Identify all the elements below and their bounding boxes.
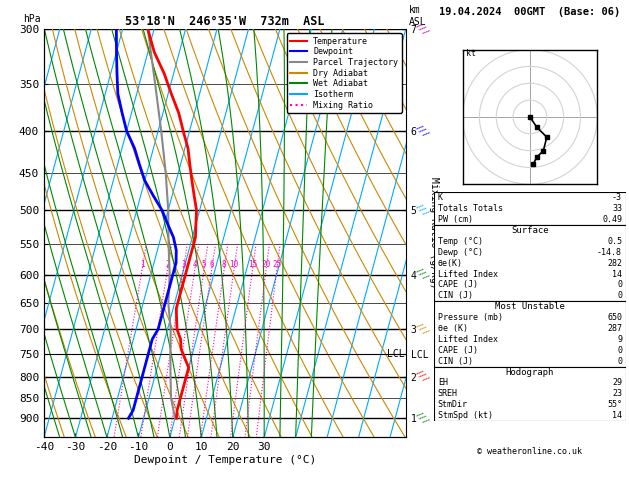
Text: 25: 25	[272, 260, 282, 269]
Text: θe (K): θe (K)	[438, 324, 468, 333]
Text: 6: 6	[209, 260, 214, 269]
Text: Lifted Index: Lifted Index	[438, 270, 498, 278]
Bar	[434, 366, 626, 421]
Bar	[434, 301, 626, 366]
Text: -3: -3	[612, 193, 622, 202]
Text: Dewp (°C): Dewp (°C)	[438, 248, 483, 257]
Text: PW (cm): PW (cm)	[438, 215, 473, 224]
Text: 0: 0	[617, 292, 622, 300]
Text: 8: 8	[222, 260, 226, 269]
Text: CIN (J): CIN (J)	[438, 357, 473, 365]
Text: km
ASL: km ASL	[409, 5, 426, 27]
Text: ///: ///	[413, 321, 430, 338]
Text: 0: 0	[617, 280, 622, 290]
Text: Hodograph: Hodograph	[506, 367, 554, 377]
Text: 0.49: 0.49	[602, 215, 622, 224]
Text: Totals Totals: Totals Totals	[438, 204, 503, 213]
Text: 287: 287	[607, 324, 622, 333]
Text: StmSpd (kt): StmSpd (kt)	[438, 411, 493, 420]
Text: 9: 9	[617, 335, 622, 344]
Text: hPa: hPa	[23, 14, 41, 24]
Text: kt: kt	[466, 49, 476, 58]
Text: 0.5: 0.5	[607, 237, 622, 246]
Y-axis label: Mixing Ratio (g/kg): Mixing Ratio (g/kg)	[430, 177, 439, 289]
Text: Most Unstable: Most Unstable	[495, 302, 565, 311]
Text: 0: 0	[617, 357, 622, 365]
Text: ///: ///	[413, 410, 430, 427]
Text: θe(K): θe(K)	[438, 259, 463, 268]
Text: Surface: Surface	[511, 226, 548, 235]
Text: 14: 14	[612, 411, 622, 420]
Text: K: K	[438, 193, 443, 202]
Text: 0: 0	[617, 346, 622, 355]
Text: CIN (J): CIN (J)	[438, 292, 473, 300]
Text: 20: 20	[262, 260, 271, 269]
Text: StmDir: StmDir	[438, 400, 468, 409]
Text: 282: 282	[607, 259, 622, 268]
X-axis label: Dewpoint / Temperature (°C): Dewpoint / Temperature (°C)	[134, 455, 316, 465]
Text: 29: 29	[612, 379, 622, 387]
Text: 5: 5	[202, 260, 206, 269]
Text: ///: ///	[413, 202, 430, 219]
Text: EH: EH	[438, 379, 448, 387]
Text: ///: ///	[413, 21, 430, 37]
Text: LCL: LCL	[386, 348, 404, 359]
Text: 15: 15	[248, 260, 257, 269]
Text: Pressure (mb): Pressure (mb)	[438, 313, 503, 322]
Text: 55°: 55°	[607, 400, 622, 409]
Bar	[434, 192, 626, 225]
Text: 2: 2	[165, 260, 170, 269]
Text: CAPE (J): CAPE (J)	[438, 346, 478, 355]
Bar	[434, 225, 626, 301]
Text: 33: 33	[612, 204, 622, 213]
Title: 53°18'N  246°35'W  732m  ASL: 53°18'N 246°35'W 732m ASL	[125, 15, 325, 28]
Text: SREH: SREH	[438, 389, 458, 399]
Text: © weatheronline.co.uk: © weatheronline.co.uk	[477, 447, 582, 456]
Text: 19.04.2024  00GMT  (Base: 06): 19.04.2024 00GMT (Base: 06)	[439, 7, 621, 17]
Text: 650: 650	[607, 313, 622, 322]
Text: ///: ///	[413, 266, 430, 283]
Text: 14: 14	[612, 270, 622, 278]
Text: 10: 10	[230, 260, 239, 269]
Text: 23: 23	[612, 389, 622, 399]
Text: -14.8: -14.8	[597, 248, 622, 257]
Text: Temp (°C): Temp (°C)	[438, 237, 483, 246]
Text: 3: 3	[181, 260, 186, 269]
Text: 1: 1	[140, 260, 145, 269]
Text: CAPE (J): CAPE (J)	[438, 280, 478, 290]
Text: ///: ///	[413, 122, 430, 139]
Text: ///: ///	[413, 368, 430, 385]
Text: 4: 4	[192, 260, 198, 269]
Legend: Temperature, Dewpoint, Parcel Trajectory, Dry Adiabat, Wet Adiabat, Isotherm, Mi: Temperature, Dewpoint, Parcel Trajectory…	[287, 34, 401, 113]
Text: Lifted Index: Lifted Index	[438, 335, 498, 344]
